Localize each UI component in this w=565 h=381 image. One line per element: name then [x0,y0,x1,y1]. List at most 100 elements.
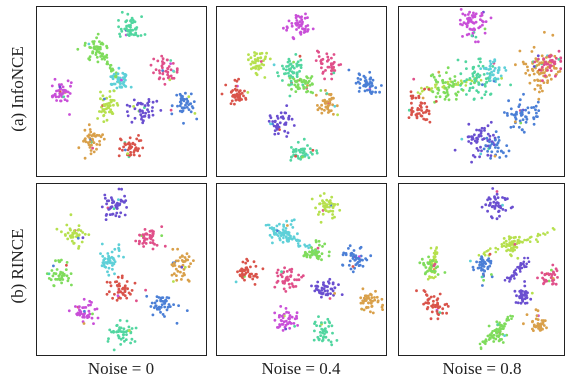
scatter-point [149,241,152,245]
scatter-point [298,69,301,73]
scatter-point [492,133,495,137]
scatter-point [545,326,548,330]
scatter-point [89,143,93,147]
scatter-point [523,294,526,297]
scatter-point [126,114,130,118]
scatter-point [554,74,557,78]
scatter-point [104,218,108,222]
scatter-point [323,321,327,325]
scatter-point [62,95,66,99]
scatter-point [260,62,264,66]
scatter-point [123,148,127,152]
scatter-point [246,91,250,94]
bridge-point [307,246,310,250]
scatter-point [330,195,334,199]
scatter-point [489,261,493,265]
scatter-point [551,278,554,282]
scatter-point [115,86,119,90]
scatter-point [522,322,525,326]
scatter-point [479,60,482,64]
scatter-point [265,51,268,55]
scatter-point [285,276,288,280]
scatter-point [296,60,300,64]
scatter-point [361,299,365,303]
scatter-point [117,215,121,219]
scatter-point [129,28,133,32]
scatter-point [515,294,518,298]
panel-rince-2 [398,183,565,356]
col-label-noise-0-8: Noise = 0.8 [443,359,522,378]
scatter-point [185,309,189,312]
scatter-point [554,282,558,286]
scatter-point [548,64,552,67]
scatter-point [441,311,444,315]
scatter-point [359,78,362,81]
scatter-point [317,55,321,58]
scatter-point [333,215,336,219]
scatter-point [483,269,486,273]
scatter-point [316,104,319,107]
scatter-point [130,327,134,330]
scatter-point [286,224,289,227]
scatter-point [325,52,329,56]
scatter-point [289,223,293,226]
scatter-point [471,74,475,78]
cluster-orange [170,247,195,283]
scatter-point [516,301,520,305]
scatter-point [293,278,296,282]
scatter-point [243,268,247,272]
scatter-point [299,63,303,67]
scatter-point [317,239,321,243]
scatter-point [536,115,539,118]
scatter-point [174,267,178,271]
scatter-point [504,198,507,202]
scatter-point [481,23,484,27]
panel-infonce-1 [216,6,387,177]
scatter-point [533,79,536,82]
scatter-point [302,85,305,89]
cluster-teal [106,319,138,352]
scatter-point [107,104,111,108]
scatter-point [318,330,322,334]
scatter-point [471,86,475,89]
scatter-point [321,212,325,216]
scatter-point [471,28,474,32]
scatter-point [490,275,494,279]
scatter-point [497,68,501,72]
scatter-point [288,63,292,66]
scatter-point [278,128,281,132]
scatter-point [177,304,181,307]
scatter-point [471,21,475,25]
scatter-point [169,108,173,112]
scatter-point [273,311,277,315]
scatter-point [244,96,248,100]
cluster-pink [536,263,559,286]
scatter-point [482,73,486,76]
scatter-point [351,257,355,260]
scatter-point [253,58,257,61]
scatter-point [108,213,112,217]
scatter-point [115,298,119,302]
scatter-point [481,284,484,287]
scatter-point [329,109,333,112]
bridge-point [508,280,511,283]
scatter-point [474,20,478,24]
scatter-point [306,144,309,147]
scatter-point [501,196,504,199]
scatter-point [147,110,151,114]
scatter-point [431,305,435,309]
scatter-point [249,62,253,66]
scatter-point [425,307,429,311]
scatter-point [96,316,100,320]
scatter-point [129,85,133,89]
scatter-point [315,149,318,153]
scatter-point [246,259,250,263]
scatter-point [296,238,299,242]
scatter-point [290,146,293,149]
scatter-point [532,45,536,49]
scatter-point [292,77,296,81]
scatter-point [508,241,512,245]
scatter-point [104,261,107,264]
scatter-point [124,20,128,24]
scatter-point [488,59,492,63]
